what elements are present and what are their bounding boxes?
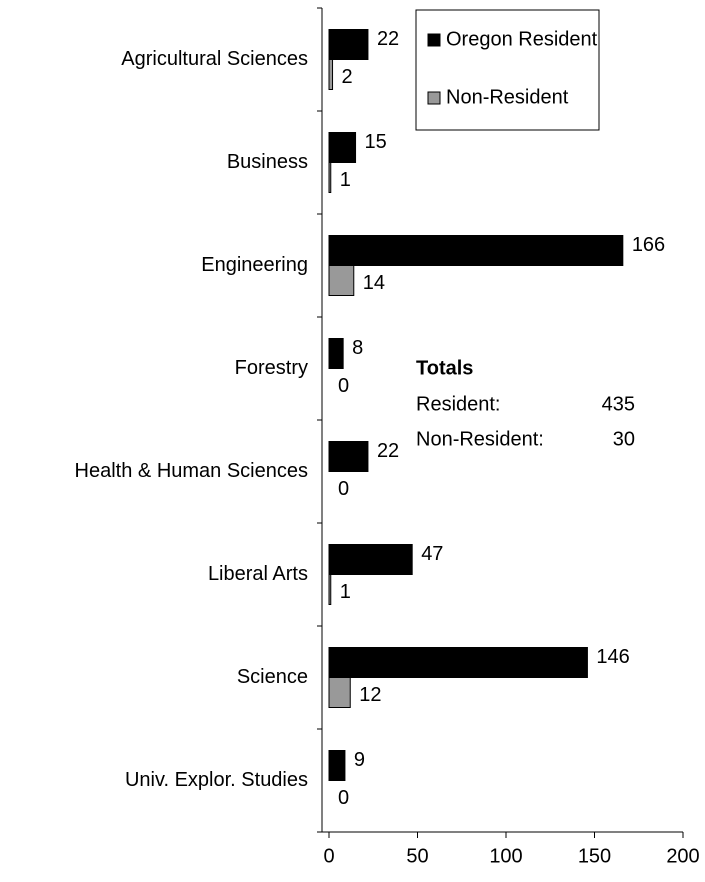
legend-label: Non-Resident — [446, 86, 569, 108]
annotation-label: Resident: — [416, 393, 501, 415]
bar — [328, 750, 346, 781]
bar — [328, 235, 624, 266]
legend-swatch — [427, 91, 441, 105]
x-tick-label: 50 — [406, 845, 428, 867]
value-label: 1 — [340, 169, 351, 191]
y-tick-label: Engineering — [201, 254, 308, 276]
bar — [328, 338, 344, 369]
value-label: 0 — [338, 375, 349, 397]
bar — [328, 677, 351, 708]
value-label: 22 — [377, 440, 399, 462]
bar — [328, 162, 332, 193]
legend-label: Oregon Resident — [446, 28, 598, 50]
annotation-label: Non-Resident: — [416, 428, 544, 450]
legend-swatch — [427, 33, 441, 47]
x-tick-label: 0 — [323, 845, 334, 867]
bar — [328, 441, 369, 472]
bar — [328, 544, 413, 575]
value-label: 2 — [342, 66, 353, 88]
value-label: 8 — [352, 337, 363, 359]
bar — [328, 29, 369, 60]
value-label: 166 — [632, 234, 665, 256]
bar — [328, 59, 334, 90]
value-label: 47 — [421, 543, 443, 565]
bar — [328, 265, 355, 296]
x-tick-label: 100 — [489, 845, 522, 867]
value-label: 146 — [596, 646, 629, 668]
value-label: 9 — [354, 749, 365, 771]
value-label: 0 — [338, 478, 349, 500]
value-label: 22 — [377, 28, 399, 50]
value-label: 15 — [365, 131, 387, 153]
value-label: 14 — [363, 272, 385, 294]
legend-box — [415, 9, 600, 131]
value-label: 12 — [359, 684, 381, 706]
bar — [328, 574, 332, 605]
annotation-value: 435 — [602, 393, 635, 415]
y-tick-label: Health & Human Sciences — [75, 460, 308, 482]
bar — [328, 132, 357, 163]
y-tick-label: Univ. Explor. Studies — [125, 769, 308, 791]
x-tick-label: 200 — [666, 845, 699, 867]
y-tick-label: Forestry — [235, 357, 308, 379]
y-tick-label: Business — [227, 151, 308, 173]
y-tick-label: Science — [237, 666, 308, 688]
annotation-title: Totals — [416, 357, 473, 379]
y-tick-label: Agricultural Sciences — [121, 48, 308, 70]
y-tick-label: Liberal Arts — [208, 563, 308, 585]
value-label: 0 — [338, 787, 349, 809]
value-label: 1 — [340, 581, 351, 603]
x-tick-label: 150 — [578, 845, 611, 867]
bar — [328, 647, 588, 678]
annotation-value: 30 — [613, 428, 635, 450]
